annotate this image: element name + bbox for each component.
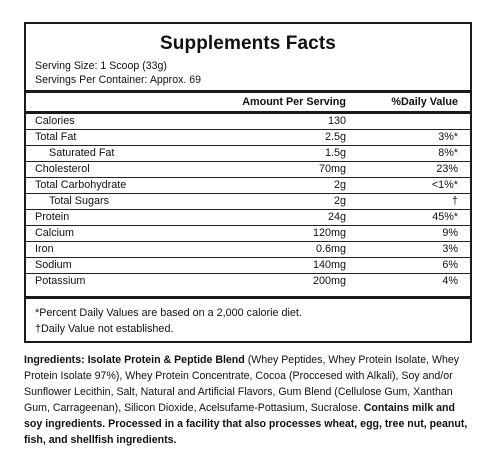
nutrient-name: Total Carbohydrate: [35, 179, 127, 191]
nutrient-name: Iron: [35, 243, 54, 255]
nutrient-amount: 200mg: [312, 275, 346, 287]
ingredients-label: Ingredients:: [24, 354, 85, 366]
column-header: Amount Per Serving %Daily Value: [26, 93, 470, 110]
panel-title: Supplements Facts: [160, 33, 336, 54]
divider-thick-top: [26, 90, 470, 93]
divider-thick-bottom: [26, 296, 470, 299]
nutrient-daily-value: <1%*: [431, 179, 458, 191]
nutrient-daily-value: 3%*: [438, 131, 458, 143]
nutrient-name: Protein: [35, 211, 70, 223]
nutrient-amount: 1.5g: [324, 147, 346, 159]
nutrient-amount: 70mg: [318, 163, 346, 175]
nutrient-name: Potassium: [35, 275, 86, 287]
nutrient-amount: 0.6mg: [315, 243, 346, 255]
nutrient-row: Calcium 120mg 9%: [26, 226, 470, 242]
nutrient-name: Total Fat: [35, 131, 77, 143]
nutrient-daily-value: 3%: [442, 243, 458, 255]
servings-per-container: Servings Per Container: Approx. 69: [35, 74, 202, 86]
nutrient-daily-value: 8%*: [438, 147, 458, 159]
nutrient-table: Calories 130 Total Fat 2.5g 3%* Saturated Fat…: [26, 114, 470, 289]
nutrient-name: Saturated Fat: [49, 147, 115, 159]
nutrient-daily-value: 6%: [442, 259, 458, 271]
nutrient-name: Calories: [35, 115, 75, 127]
nutrient-name: Total Sugars: [49, 195, 110, 207]
nutrient-row: Protein 24g 45%*: [26, 210, 470, 226]
nutrient-daily-value: 23%: [436, 163, 458, 175]
nutrient-name: Cholesterol: [35, 163, 90, 175]
nutrient-row: Iron 0.6mg 3%: [26, 242, 470, 258]
nutrient-row: Total Fat 2.5g 3%*: [26, 130, 470, 146]
nutrient-amount: 2g: [333, 179, 346, 191]
nutrient-amount: 130: [327, 115, 346, 127]
nutrient-amount: 24g: [327, 211, 346, 223]
nutrient-amount: 140mg: [312, 259, 346, 271]
ingredients-blend-name: Isolate Protein & Peptide Blend: [87, 354, 245, 366]
footnote-not-established: †Daily Value not established.: [35, 323, 174, 335]
footnote-daily-values: *Percent Daily Values are based on a 2,0…: [35, 307, 302, 319]
nutrient-daily-value: 9%: [442, 227, 458, 239]
nutrient-daily-value: 45%*: [432, 211, 458, 223]
amount-header: Amount Per Serving: [242, 96, 346, 108]
nutrient-row: Saturated Fat 1.5g 8%*: [26, 146, 470, 162]
nutrient-row: Total Carbohydrate 2g <1%*: [26, 178, 470, 194]
nutrient-daily-value: †: [451, 195, 458, 207]
nutrient-amount: 120mg: [312, 227, 346, 239]
nutrient-row: Potassium 200mg 4%: [26, 274, 470, 289]
allergen-statement: Contains milk and soy ingredients. Proce…: [24, 402, 468, 446]
nutrient-row: Sodium 140mg 6%: [26, 258, 470, 274]
daily-value-header: %Daily Value: [391, 96, 458, 108]
serving-size: Serving Size: 1 Scoop (33g): [35, 60, 167, 72]
nutrient-row: Cholesterol 70mg 23%: [26, 162, 470, 178]
nutrient-name: Calcium: [35, 227, 74, 239]
nutrient-row: Total Sugars 2g †: [26, 194, 470, 210]
nutrient-name: Sodium: [35, 259, 72, 271]
nutrient-daily-value: 4%: [442, 275, 458, 287]
nutrient-row: Calories 130: [26, 114, 470, 130]
nutrient-amount: 2.5g: [324, 131, 346, 143]
divider-thick-header: [26, 111, 470, 114]
serving-info: Serving Size: 1 Scoop (33g) Servings Per…: [35, 59, 201, 87]
nutrient-amount: 2g: [333, 195, 346, 207]
ingredients-section: Ingredients: Isolate Protein & Peptide B…: [24, 352, 476, 448]
ingredients-list: (Whey Peptides, Whey Protein Isolate, Wh…: [24, 354, 460, 414]
supplement-facts-panel: Supplements Facts Serving Size: 1 Scoop …: [24, 22, 472, 343]
